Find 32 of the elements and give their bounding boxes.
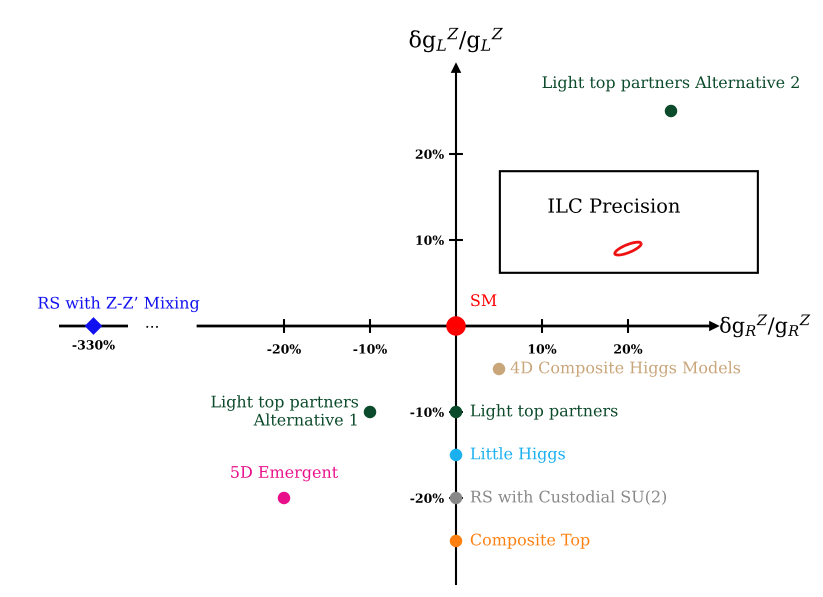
series-label: Little Higgs: [470, 447, 565, 463]
series-label: SM: [471, 294, 496, 306]
series-label: Composite Top: [470, 534, 590, 549]
point: [450, 448, 462, 462]
point: [450, 492, 462, 504]
x-tick-label: 20%: [614, 344, 642, 354]
y-axis-title: δg$_{L}$$^{Z}$/g$_{L}$$^{Z}$: [410, 28, 503, 52]
y-tick-label: -10%: [410, 407, 444, 417]
y-tick-label: 20%: [416, 149, 444, 159]
point: [446, 316, 466, 336]
x-tick-label: -10%: [353, 344, 387, 354]
point: [664, 104, 678, 118]
y-tick-label: -20%: [410, 493, 444, 503]
y-tick-label: 10%: [416, 235, 444, 245]
series-label: 5D Emergent: [231, 466, 338, 482]
text: ...: [146, 326, 158, 328]
x-tick-label: -20%: [267, 344, 301, 354]
x-tick-label: 10%: [528, 344, 556, 354]
point: [450, 406, 462, 418]
series-label: Light top partners Alternative 1: [211, 395, 358, 426]
annotation: ILC Precision: [548, 198, 680, 213]
series-label: Light top partners: [470, 404, 618, 420]
data-label: -330%: [72, 340, 115, 350]
point: [278, 492, 290, 504]
series-label: Light top partners Alternative 2: [542, 76, 799, 92]
point: [492, 362, 506, 376]
point: [450, 534, 462, 548]
x-axis-title: δg$_{R}$$^{Z}$/g$_{R}$$^{Z}$: [720, 314, 810, 338]
series-label: RS with Custodial SU(2): [470, 490, 666, 505]
series-label: 4D Composite Higgs Models: [510, 361, 740, 377]
point: [364, 406, 376, 418]
legend-label: RS with Z-Z’ Mixing: [38, 296, 200, 312]
